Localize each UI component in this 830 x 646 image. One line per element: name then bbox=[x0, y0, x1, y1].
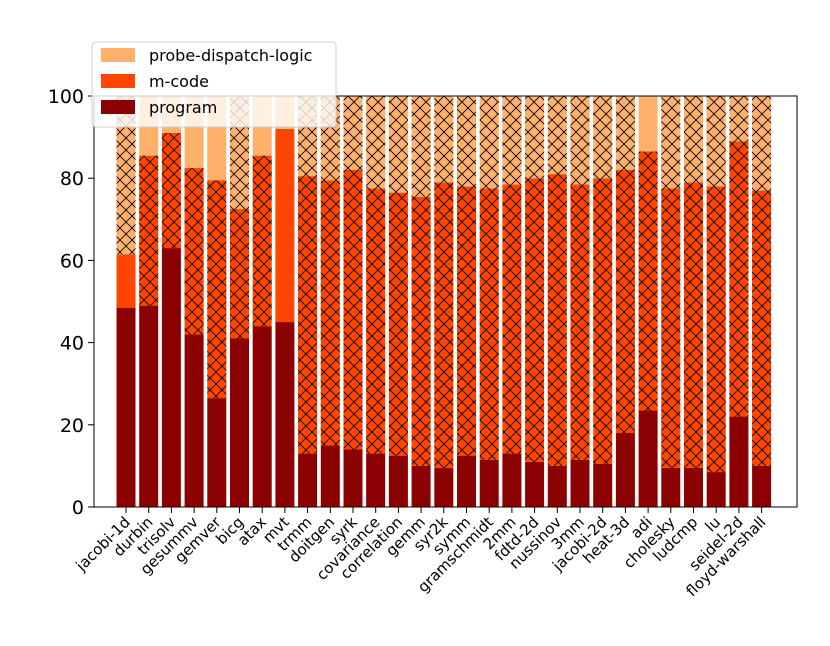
hatch-probe-dispatch-logic-symm bbox=[457, 96, 476, 187]
hatch-probe-dispatch-logic-fdtd-2d bbox=[525, 96, 545, 179]
y-tick-label: 60 bbox=[60, 250, 84, 272]
bar-program-3mm bbox=[570, 459, 590, 507]
bar-program-gemver bbox=[207, 398, 227, 507]
hatch-probe-dispatch-logic-correlation bbox=[388, 96, 408, 193]
hatch-m-code-gramschmidt bbox=[479, 188, 499, 460]
bar-program-jacobi-1d bbox=[116, 307, 136, 507]
hatch-m-code-adi bbox=[638, 151, 658, 411]
hatch-probe-dispatch-logic-nussinov bbox=[547, 96, 567, 175]
y-tick-label: 40 bbox=[60, 333, 84, 355]
y-tick-label: 80 bbox=[60, 168, 84, 190]
bar-m-code-mvt bbox=[275, 128, 295, 323]
hatch-m-code-jacobi-2d bbox=[593, 178, 613, 464]
hatch-probe-dispatch-logic-2mm bbox=[502, 96, 522, 185]
hatch-m-code-syrk bbox=[343, 169, 363, 450]
hatch-m-code-lu bbox=[706, 186, 726, 473]
x-axis: jacobi-1ddurbintrisolvgesummvgemverbicga… bbox=[72, 507, 769, 600]
hatch-m-code-fdtd-2d bbox=[525, 178, 545, 462]
hatch-probe-dispatch-logic-syr2k bbox=[434, 96, 454, 183]
bar-program-gesummv bbox=[184, 334, 204, 507]
hatch-probe-dispatch-logic-covariance bbox=[366, 96, 386, 189]
bar-program-2mm bbox=[502, 453, 522, 507]
bar-program-trmm bbox=[298, 453, 318, 507]
bar-program-atax bbox=[252, 326, 272, 507]
bar-program-covariance bbox=[366, 453, 386, 507]
bar-program-gramschmidt bbox=[479, 459, 499, 507]
hatch-m-code-gemm bbox=[411, 196, 431, 466]
hatch-probe-dispatch-logic-cholesky bbox=[661, 96, 681, 189]
hatch-probe-dispatch-logic-gemm bbox=[411, 96, 431, 197]
bar-program-trisolv bbox=[161, 248, 181, 507]
bar-program-fdtd-2d bbox=[525, 461, 545, 507]
bar-program-nussinov bbox=[547, 465, 567, 507]
hatch-m-code-3mm bbox=[570, 184, 590, 460]
hatch-m-code-trisolv bbox=[161, 132, 181, 249]
bar-program-heat-3d bbox=[615, 433, 635, 507]
bar-program-mvt bbox=[275, 322, 295, 507]
hatch-m-code-correlation bbox=[388, 192, 408, 456]
hatch-m-code-bicg bbox=[230, 209, 249, 339]
hatch-m-code-covariance bbox=[366, 188, 386, 454]
hatch-m-code-nussinov bbox=[547, 174, 567, 466]
y-axis: 0 20 40 60 80 100 bbox=[48, 86, 94, 519]
hatch-m-code-gesummv bbox=[184, 167, 204, 335]
y-tick-label: 20 bbox=[60, 415, 84, 437]
bar-program-symm bbox=[457, 455, 476, 508]
hatch-probe-dispatch-logic-lu bbox=[706, 96, 726, 187]
bar-program-correlation bbox=[388, 455, 408, 508]
hatch-probe-dispatch-logic-seidel-2d bbox=[729, 96, 749, 142]
legend-label-probe-dispatch-logic: probe-dispatch-logic bbox=[149, 46, 312, 65]
bars-layer bbox=[116, 96, 772, 508]
hatch-m-code-syr2k bbox=[434, 182, 454, 468]
hatch-probe-dispatch-logic-3mm bbox=[570, 96, 590, 185]
hatch-m-code-floyd-warshall bbox=[752, 190, 772, 466]
hatch-probe-dispatch-logic-jacobi-2d bbox=[593, 96, 613, 179]
legend-label-program: program bbox=[149, 98, 217, 117]
hatch-probe-dispatch-logic-ludcmp bbox=[684, 96, 703, 183]
hatch-probe-dispatch-logic-heat-3d bbox=[615, 96, 635, 170]
bar-program-floyd-warshall bbox=[752, 465, 772, 507]
bar-program-jacobi-2d bbox=[593, 463, 613, 507]
bar-program-ludcmp bbox=[684, 467, 703, 507]
legend-swatch-program bbox=[101, 100, 135, 114]
legend-swatch-probe-dispatch-logic bbox=[101, 48, 135, 62]
bar-program-gemm bbox=[411, 465, 431, 507]
bar-program-syrk bbox=[343, 449, 363, 507]
hatch-probe-dispatch-logic-floyd-warshall bbox=[752, 96, 772, 191]
legend-frame bbox=[91, 41, 337, 128]
hatch-probe-dispatch-logic-gramschmidt bbox=[479, 96, 499, 189]
hatch-m-code-gemver bbox=[207, 180, 227, 399]
hatch-m-code-symm bbox=[457, 186, 476, 456]
hatch-probe-dispatch-logic-syrk bbox=[343, 96, 363, 170]
plot-frame bbox=[93, 95, 798, 508]
hatch-m-code-doitgen bbox=[320, 180, 340, 446]
y-tick-label: 0 bbox=[72, 497, 84, 519]
legend-label-m-code: m-code bbox=[149, 72, 209, 91]
bar-probe-dispatch-logic-adi bbox=[638, 96, 658, 152]
legend: probe-dispatch-logic m-code program bbox=[91, 41, 337, 128]
y-tick-label: 100 bbox=[48, 86, 84, 108]
bar-program-doitgen bbox=[320, 445, 340, 507]
bar-program-durbin bbox=[139, 305, 159, 507]
bar-program-seidel-2d bbox=[729, 416, 749, 507]
bar-program-lu bbox=[706, 472, 726, 507]
hatch-m-code-heat-3d bbox=[615, 169, 635, 434]
hatch-m-code-ludcmp bbox=[684, 182, 703, 468]
hatch-m-code-seidel-2d bbox=[729, 141, 749, 417]
bar-program-syr2k bbox=[434, 467, 454, 507]
bar-program-adi bbox=[638, 410, 658, 507]
hatch-m-code-cholesky bbox=[661, 188, 681, 468]
hatch-m-code-atax bbox=[252, 155, 272, 327]
hatch-m-code-trmm bbox=[298, 176, 318, 454]
bar-program-cholesky bbox=[661, 467, 681, 507]
bar-program-bicg bbox=[230, 338, 249, 507]
hatch-probe-dispatch-logic-jacobi-1d bbox=[116, 96, 136, 255]
hatch-m-code-durbin bbox=[139, 155, 159, 306]
legend-swatch-m-code bbox=[101, 74, 135, 88]
hatch-m-code-2mm bbox=[502, 184, 522, 454]
bar-m-code-jacobi-1d bbox=[116, 254, 136, 308]
